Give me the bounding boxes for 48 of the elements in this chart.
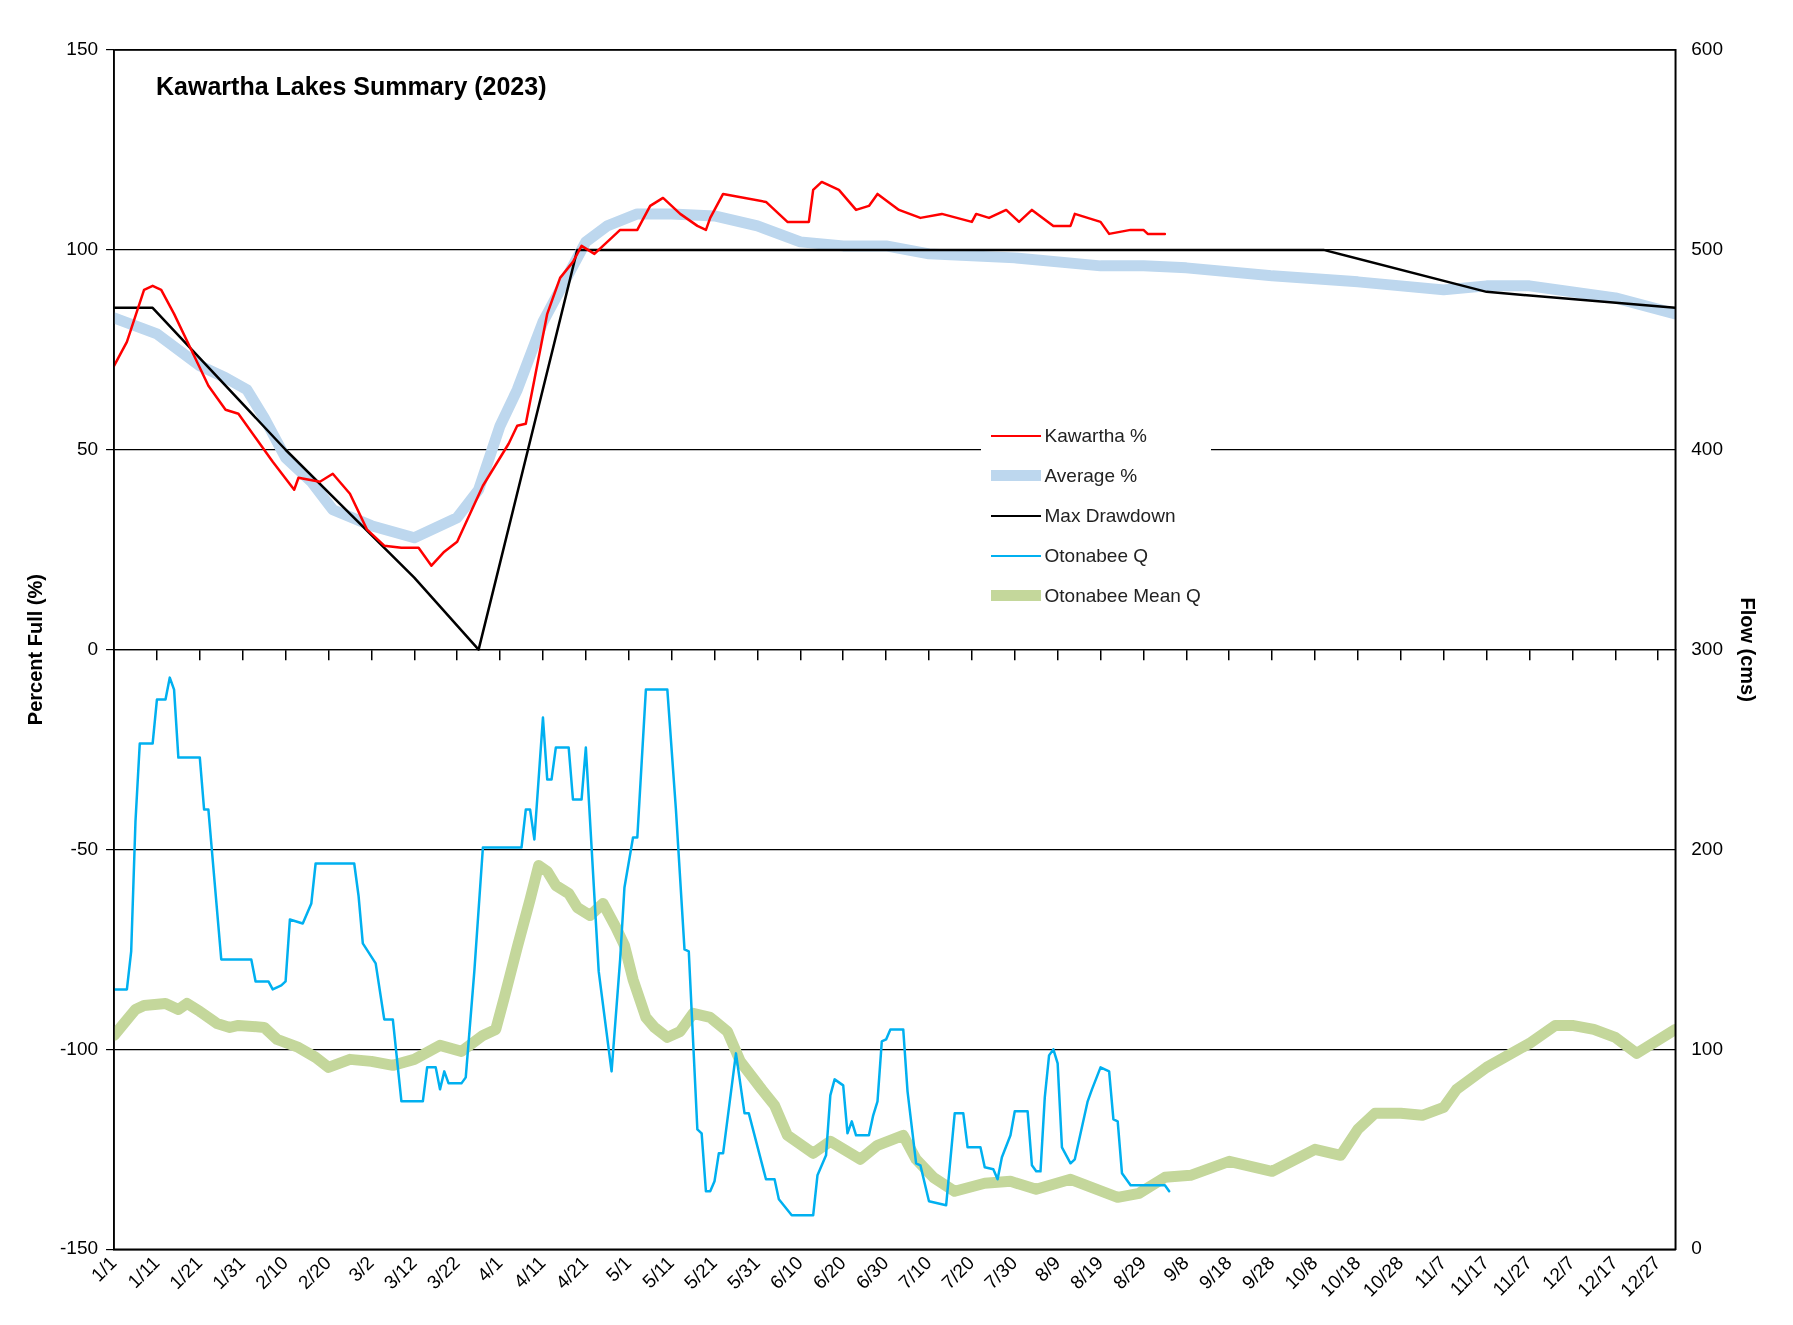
x-tick-label: 9/28 bbox=[1237, 1252, 1279, 1293]
y-tick-label: -150 bbox=[60, 1237, 99, 1259]
x-tick-label: 5/11 bbox=[638, 1252, 679, 1293]
x-tick-label: 5/1 bbox=[601, 1252, 636, 1286]
x-tick-label: 4/11 bbox=[509, 1252, 550, 1293]
y-tick-label: 100 bbox=[66, 238, 99, 260]
y-tick-label: 0 bbox=[87, 637, 99, 659]
y-axis-title: Percent Full (%) bbox=[23, 574, 46, 726]
x-tick-label: 7/10 bbox=[894, 1252, 936, 1293]
legend-label: Max Drawdown bbox=[1044, 504, 1176, 527]
x-tick-label: 6/30 bbox=[851, 1252, 893, 1293]
x-tick-label: 6/10 bbox=[765, 1252, 807, 1293]
x-tick-label: 3/22 bbox=[422, 1252, 464, 1293]
legend-label: Kawartha % bbox=[1044, 424, 1147, 447]
x-tick-label: 7/20 bbox=[937, 1252, 979, 1293]
text: Kawartha Lakes Summary (2023) bbox=[156, 71, 547, 100]
y2-tick-label: 100 bbox=[1691, 1037, 1723, 1059]
x-tick-label: 4/21 bbox=[551, 1252, 593, 1293]
y2-tick-label: 600 bbox=[1691, 38, 1723, 60]
y-tick-label: 50 bbox=[76, 437, 99, 459]
y2-axis-title: Flow (cms) bbox=[1737, 597, 1760, 702]
y-tick-label: 150 bbox=[66, 38, 99, 60]
x-tick-label: 10/8 bbox=[1280, 1252, 1322, 1293]
x-tick-label: 8/9 bbox=[1030, 1252, 1065, 1286]
x-tick-label: 7/30 bbox=[980, 1252, 1022, 1293]
x-tick-label: 3/2 bbox=[344, 1252, 378, 1286]
y-tick-label: -100 bbox=[60, 1037, 99, 1059]
x-tick-label: 4/1 bbox=[473, 1252, 507, 1286]
x-tick-label: 6/20 bbox=[808, 1252, 850, 1293]
y2-tick-label: 400 bbox=[1691, 437, 1723, 459]
y-tick-label: -50 bbox=[70, 837, 99, 859]
legend-label: Otonabee Q bbox=[1044, 544, 1149, 567]
y2-tick-label: 500 bbox=[1691, 238, 1723, 260]
x-tick-label: 8/19 bbox=[1066, 1252, 1108, 1293]
x-tick-label: 1/11 bbox=[123, 1252, 164, 1293]
y2-tick-label: 200 bbox=[1691, 837, 1723, 859]
x-tick-label: 8/29 bbox=[1108, 1252, 1150, 1293]
x-tick-label: 9/18 bbox=[1194, 1252, 1236, 1293]
x-tick-label: 5/21 bbox=[680, 1252, 722, 1293]
x-tick-label: 3/12 bbox=[379, 1252, 421, 1293]
legend-label: Average % bbox=[1044, 464, 1138, 487]
x-tick-label: 5/31 bbox=[722, 1252, 764, 1293]
legend-label: Otonabee Mean Q bbox=[1044, 584, 1201, 607]
x-tick-label: 1/31 bbox=[208, 1252, 250, 1293]
y2-tick-label: 300 bbox=[1691, 637, 1723, 659]
x-tick-label: 9/8 bbox=[1159, 1252, 1193, 1286]
y2-tick-label: 0 bbox=[1691, 1237, 1702, 1259]
x-tick-label: 1/21 bbox=[165, 1252, 207, 1293]
